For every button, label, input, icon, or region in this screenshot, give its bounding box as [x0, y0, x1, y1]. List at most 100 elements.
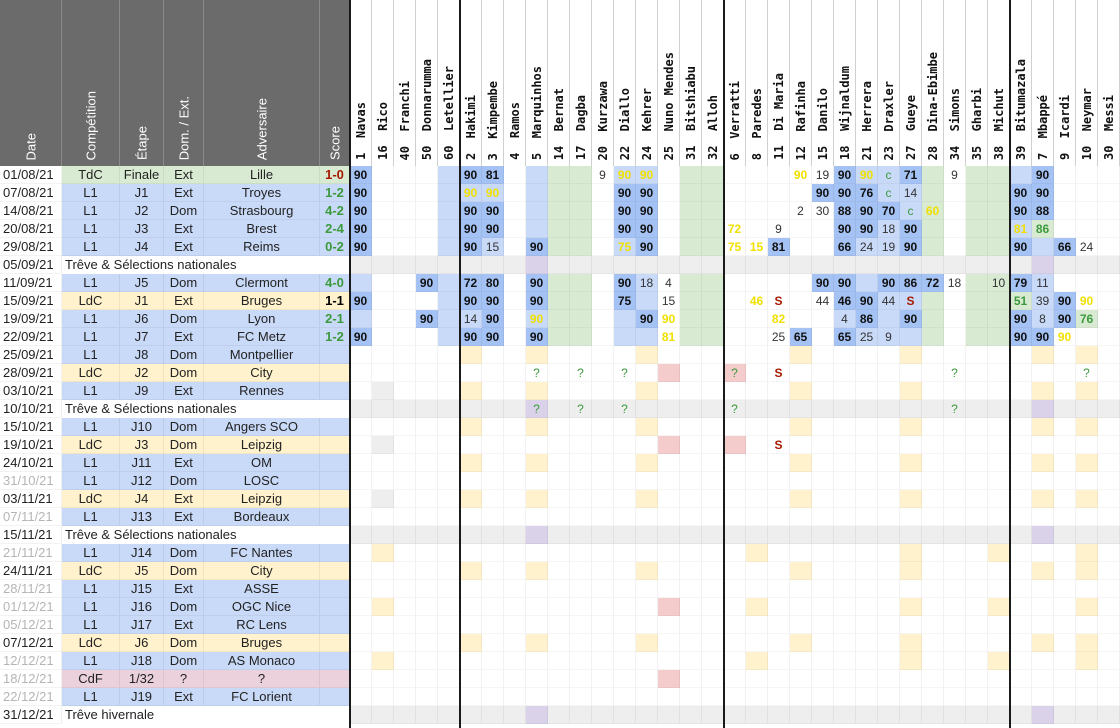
date-cell[interactable]: 11/09/21: [0, 274, 62, 292]
stage-cell[interactable]: J17: [120, 616, 164, 634]
player-cell[interactable]: [702, 436, 724, 454]
player-cell[interactable]: [504, 688, 526, 706]
player-cell[interactable]: [878, 310, 900, 328]
score-cell[interactable]: 4-2: [320, 202, 350, 220]
player-cell[interactable]: 90: [1010, 328, 1032, 346]
player-cell[interactable]: [350, 562, 372, 580]
player-cell[interactable]: [834, 508, 856, 526]
player-cell[interactable]: [1098, 202, 1120, 220]
player-cell[interactable]: [702, 652, 724, 670]
player-cell[interactable]: [394, 256, 416, 274]
player-cell[interactable]: 90: [636, 220, 658, 238]
player-cell[interactable]: [1098, 706, 1120, 724]
date-cell[interactable]: 07/12/21: [0, 634, 62, 652]
player-cell[interactable]: [812, 472, 834, 490]
player-cell[interactable]: [746, 436, 768, 454]
player-cell[interactable]: [658, 562, 680, 580]
player-cell[interactable]: [504, 274, 526, 292]
player-cell[interactable]: [790, 706, 812, 724]
player-cell[interactable]: [592, 256, 614, 274]
player-cell[interactable]: [1054, 526, 1076, 544]
date-cell[interactable]: 19/09/21: [0, 310, 62, 328]
competition-cell[interactable]: CdF: [62, 670, 120, 688]
player-cell[interactable]: [460, 364, 482, 382]
player-cell[interactable]: [856, 616, 878, 634]
player-cell[interactable]: [1054, 436, 1076, 454]
date-cell[interactable]: 05/12/21: [0, 616, 62, 634]
player-cell[interactable]: 90: [1054, 292, 1076, 310]
player-cell[interactable]: [636, 418, 658, 436]
player-cell[interactable]: [724, 598, 746, 616]
date-cell[interactable]: 15/10/21: [0, 418, 62, 436]
player-cell[interactable]: [658, 202, 680, 220]
player-cell[interactable]: ?: [1076, 364, 1098, 382]
player-cell[interactable]: [570, 328, 592, 346]
player-cell[interactable]: [768, 202, 790, 220]
player-cell[interactable]: [438, 490, 460, 508]
player-cell[interactable]: [812, 598, 834, 616]
player-cell[interactable]: [856, 382, 878, 400]
player-cell[interactable]: [988, 598, 1010, 616]
player-cell[interactable]: [482, 706, 504, 724]
player-cell[interactable]: [922, 454, 944, 472]
player-cell[interactable]: [944, 472, 966, 490]
player-cell[interactable]: [944, 346, 966, 364]
player-cell[interactable]: [636, 580, 658, 598]
player-cell[interactable]: [680, 346, 702, 364]
player-cell[interactable]: [768, 490, 790, 508]
player-cell[interactable]: [680, 508, 702, 526]
player-cell[interactable]: [1098, 652, 1120, 670]
competition-cell[interactable]: L1: [62, 238, 120, 256]
date-cell[interactable]: 28/09/21: [0, 364, 62, 382]
player-cell[interactable]: [438, 418, 460, 436]
player-cell[interactable]: [350, 706, 372, 724]
player-cell[interactable]: [438, 328, 460, 346]
player-cell[interactable]: [702, 400, 724, 418]
player-cell[interactable]: [680, 364, 702, 382]
player-cell[interactable]: [900, 688, 922, 706]
player-cell[interactable]: [416, 562, 438, 580]
player-cell[interactable]: [1054, 184, 1076, 202]
player-cell[interactable]: [416, 166, 438, 184]
player-cell[interactable]: [746, 706, 768, 724]
player-cell[interactable]: [856, 706, 878, 724]
score-cell[interactable]: [320, 562, 350, 580]
player-cell[interactable]: 14: [900, 184, 922, 202]
player-cell[interactable]: [878, 562, 900, 580]
player-cell[interactable]: [636, 706, 658, 724]
stage-cell[interactable]: J3: [120, 436, 164, 454]
stage-cell[interactable]: J14: [120, 544, 164, 562]
score-cell[interactable]: [320, 544, 350, 562]
player-cell[interactable]: [438, 400, 460, 418]
player-cell[interactable]: [746, 418, 768, 436]
player-cell[interactable]: 70: [878, 202, 900, 220]
player-cell[interactable]: [680, 670, 702, 688]
player-cell[interactable]: [702, 256, 724, 274]
player-cell[interactable]: [768, 166, 790, 184]
score-cell[interactable]: [320, 472, 350, 490]
player-header[interactable]: 12 Rafinha: [790, 0, 812, 166]
player-cell[interactable]: [900, 544, 922, 562]
player-cell[interactable]: [1076, 688, 1098, 706]
player-cell[interactable]: [460, 256, 482, 274]
player-cell[interactable]: [592, 616, 614, 634]
stage-cell[interactable]: J1: [120, 184, 164, 202]
venue-cell[interactable]: Ext: [164, 490, 204, 508]
player-cell[interactable]: [372, 580, 394, 598]
opponent-cell[interactable]: City: [204, 364, 320, 382]
player-cell[interactable]: [944, 202, 966, 220]
player-cell[interactable]: [900, 454, 922, 472]
player-cell[interactable]: [1076, 670, 1098, 688]
player-cell[interactable]: [1098, 310, 1120, 328]
player-cell[interactable]: [438, 598, 460, 616]
player-cell[interactable]: [746, 670, 768, 688]
stage-cell[interactable]: J5: [120, 562, 164, 580]
player-cell[interactable]: [350, 400, 372, 418]
player-cell[interactable]: [724, 328, 746, 346]
player-cell[interactable]: [790, 184, 812, 202]
player-cell[interactable]: [1076, 508, 1098, 526]
date-cell[interactable]: 25/09/21: [0, 346, 62, 364]
player-cell[interactable]: [416, 508, 438, 526]
player-cell[interactable]: [460, 346, 482, 364]
player-cell[interactable]: [922, 220, 944, 238]
